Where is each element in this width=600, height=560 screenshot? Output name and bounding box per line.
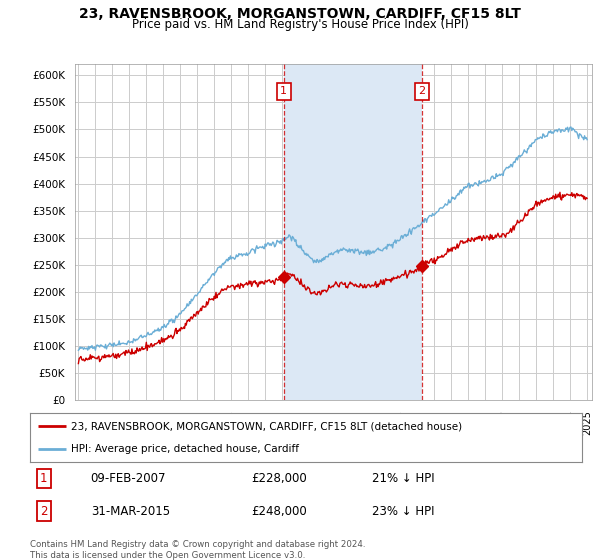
- Text: 31-MAR-2015: 31-MAR-2015: [91, 505, 170, 518]
- Text: 2: 2: [40, 505, 47, 518]
- Text: £248,000: £248,000: [251, 505, 307, 518]
- Text: 1: 1: [40, 472, 47, 485]
- Text: 23% ↓ HPI: 23% ↓ HPI: [372, 505, 435, 518]
- Text: HPI: Average price, detached house, Cardiff: HPI: Average price, detached house, Card…: [71, 444, 299, 454]
- Text: 2: 2: [418, 86, 425, 96]
- Text: 09-FEB-2007: 09-FEB-2007: [91, 472, 166, 485]
- Text: Price paid vs. HM Land Registry's House Price Index (HPI): Price paid vs. HM Land Registry's House …: [131, 18, 469, 31]
- Text: 23, RAVENSBROOK, MORGANSTOWN, CARDIFF, CF15 8LT (detached house): 23, RAVENSBROOK, MORGANSTOWN, CARDIFF, C…: [71, 421, 463, 431]
- Text: 23, RAVENSBROOK, MORGANSTOWN, CARDIFF, CF15 8LT: 23, RAVENSBROOK, MORGANSTOWN, CARDIFF, C…: [79, 7, 521, 21]
- Bar: [284, 64, 422, 400]
- Text: £228,000: £228,000: [251, 472, 307, 485]
- Text: 21% ↓ HPI: 21% ↓ HPI: [372, 472, 435, 485]
- Text: 1: 1: [280, 86, 287, 96]
- Text: Contains HM Land Registry data © Crown copyright and database right 2024.
This d: Contains HM Land Registry data © Crown c…: [30, 540, 365, 560]
